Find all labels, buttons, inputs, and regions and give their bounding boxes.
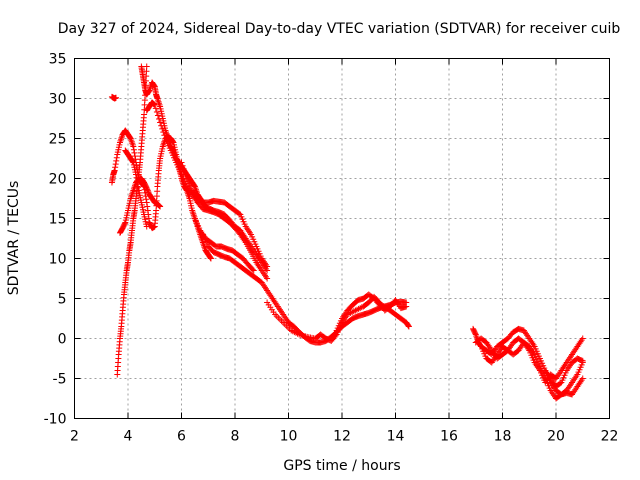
x-tick-label: 8 <box>231 429 240 445</box>
data-point <box>579 375 586 382</box>
x-tick-label: 6 <box>177 429 186 445</box>
data-point <box>579 335 586 342</box>
data-point <box>472 330 479 337</box>
series-track-9 <box>191 215 257 274</box>
x-tick-label: 14 <box>387 429 405 445</box>
x-axis-label: GPS time / hours <box>283 458 400 474</box>
x-tick-label: 16 <box>440 429 458 445</box>
data-point <box>250 267 257 274</box>
data-point <box>144 187 151 194</box>
y-tick-label: -5 <box>53 372 67 388</box>
data-point <box>112 161 119 168</box>
x-tick-label: 2 <box>70 429 79 445</box>
data-point <box>121 220 128 227</box>
data-point <box>178 159 185 166</box>
data-point <box>161 132 168 139</box>
data-point <box>135 184 142 191</box>
data-point <box>144 186 151 193</box>
data-point <box>143 196 150 203</box>
data-point <box>134 181 141 188</box>
data-point <box>143 223 150 230</box>
data-point <box>249 266 256 273</box>
x-tick-label: 18 <box>494 429 512 445</box>
data-point <box>112 164 119 171</box>
x-tick-label: 20 <box>547 429 565 445</box>
y-tick-label: 0 <box>58 332 67 348</box>
data-point <box>145 188 152 195</box>
data-point <box>403 303 410 310</box>
data-points <box>108 63 586 402</box>
data-point <box>154 112 161 119</box>
data-point <box>153 108 160 115</box>
x-tick-label: 4 <box>124 429 133 445</box>
data-point <box>182 172 189 179</box>
data-point <box>143 185 150 192</box>
data-point <box>157 119 164 126</box>
x-tick-label: 12 <box>333 429 351 445</box>
data-point <box>143 199 150 206</box>
y-tick-label: -10 <box>44 412 67 428</box>
axis-ticks: 2 4 6 8 10 12 14 16 18 20 22 -10 -5 0 5 10 15 20 25 30 35 <box>44 52 619 445</box>
data-point <box>264 263 271 270</box>
data-point <box>332 332 339 339</box>
series-track-7 <box>143 99 271 282</box>
data-point <box>156 115 163 122</box>
y-tick-label: 15 <box>49 212 67 228</box>
x-tick-label: 22 <box>601 429 619 445</box>
series-track-8 <box>178 159 271 270</box>
data-point <box>144 207 151 214</box>
x-tick-label: 10 <box>280 429 298 445</box>
data-point <box>157 203 164 210</box>
data-point <box>133 171 140 178</box>
data-point <box>207 255 214 262</box>
series-track-12 <box>333 291 412 334</box>
data-point <box>264 275 271 282</box>
data-point <box>405 323 412 330</box>
data-point <box>113 157 120 164</box>
data-point <box>145 215 152 222</box>
y-tick-label: 20 <box>49 172 67 188</box>
data-point <box>113 154 120 161</box>
series-track-5 <box>122 147 150 230</box>
data-point <box>579 357 586 364</box>
data-point <box>130 146 137 153</box>
y-axis-label: SDTVAR / TECUs <box>6 181 22 296</box>
data-point <box>207 254 214 261</box>
data-point <box>131 149 138 156</box>
y-tick-label: 5 <box>58 292 67 308</box>
data-point <box>152 105 159 112</box>
data-point <box>112 94 119 101</box>
y-tick-label: 25 <box>49 132 67 148</box>
data-point <box>111 167 118 174</box>
data-point <box>129 158 136 165</box>
data-point <box>160 129 167 136</box>
data-point <box>179 162 186 169</box>
data-point <box>159 125 166 132</box>
series-track-15 <box>478 335 586 386</box>
data-point <box>181 169 188 176</box>
data-point <box>130 143 137 150</box>
series-track-16 <box>542 355 586 390</box>
data-point <box>151 101 158 108</box>
y-tick-label: 10 <box>49 252 67 268</box>
data-point <box>405 322 412 329</box>
series-track-1 <box>108 93 119 102</box>
data-point <box>158 122 165 129</box>
data-point <box>144 203 151 210</box>
data-point <box>236 210 243 217</box>
y-tick-label: 35 <box>49 52 67 68</box>
chart-title: Day 327 of 2024, Sidereal Day-to-day VTE… <box>58 21 621 37</box>
data-point <box>133 174 140 181</box>
plot-frame <box>74 58 610 419</box>
data-point <box>131 153 138 160</box>
data-point <box>143 63 150 70</box>
grid-lines <box>74 58 610 419</box>
y-tick-label: 30 <box>49 92 67 108</box>
data-point <box>557 380 564 387</box>
data-point <box>134 177 141 184</box>
data-point <box>180 165 187 172</box>
